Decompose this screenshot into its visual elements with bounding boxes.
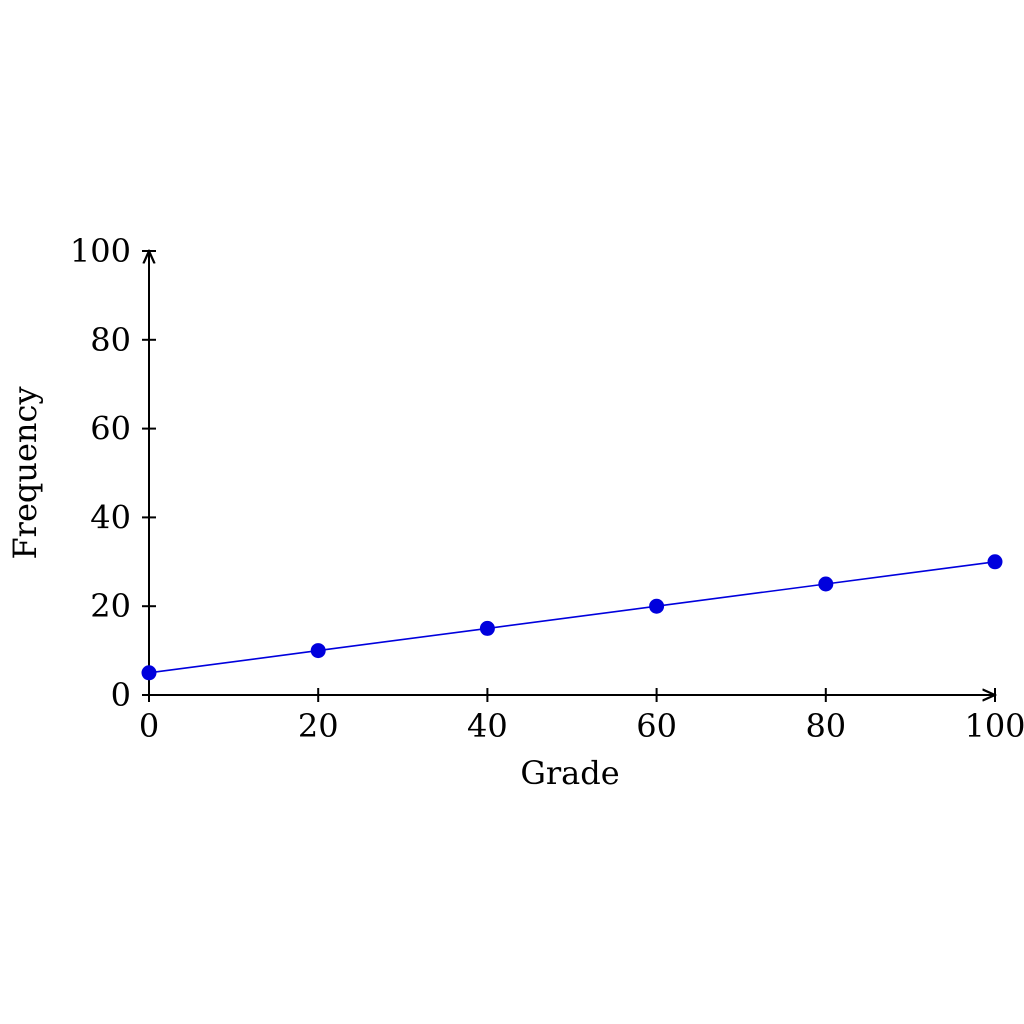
data-point xyxy=(479,620,495,636)
data-point xyxy=(649,598,665,614)
x-tick-label: 60 xyxy=(636,707,677,745)
data-point xyxy=(987,554,1003,570)
x-tick-label: 80 xyxy=(805,707,846,745)
data-point xyxy=(141,665,157,681)
data-point xyxy=(310,643,326,659)
x-axis-ticks: 0 20 40 60 80 100 xyxy=(139,688,1024,745)
y-tick-label: 40 xyxy=(90,498,131,536)
x-tick-label: 100 xyxy=(964,707,1024,745)
y-axis-ticks: 0 20 40 60 80 100 xyxy=(70,232,156,714)
x-tick-label: 20 xyxy=(298,707,339,745)
y-tick-label: 60 xyxy=(90,410,131,448)
y-axis-title: Frequency xyxy=(6,386,44,559)
series-line xyxy=(148,561,996,674)
x-tick-label: 40 xyxy=(467,707,508,745)
y-tick-label: 20 xyxy=(90,587,131,625)
x-axis-title: Grade xyxy=(520,754,619,792)
data-point xyxy=(818,576,834,592)
x-tick-label: 0 xyxy=(139,707,159,745)
y-tick-label: 0 xyxy=(111,676,131,714)
y-tick-label: 100 xyxy=(70,232,131,270)
series-layer xyxy=(141,554,1003,681)
y-tick-label: 80 xyxy=(90,321,131,359)
